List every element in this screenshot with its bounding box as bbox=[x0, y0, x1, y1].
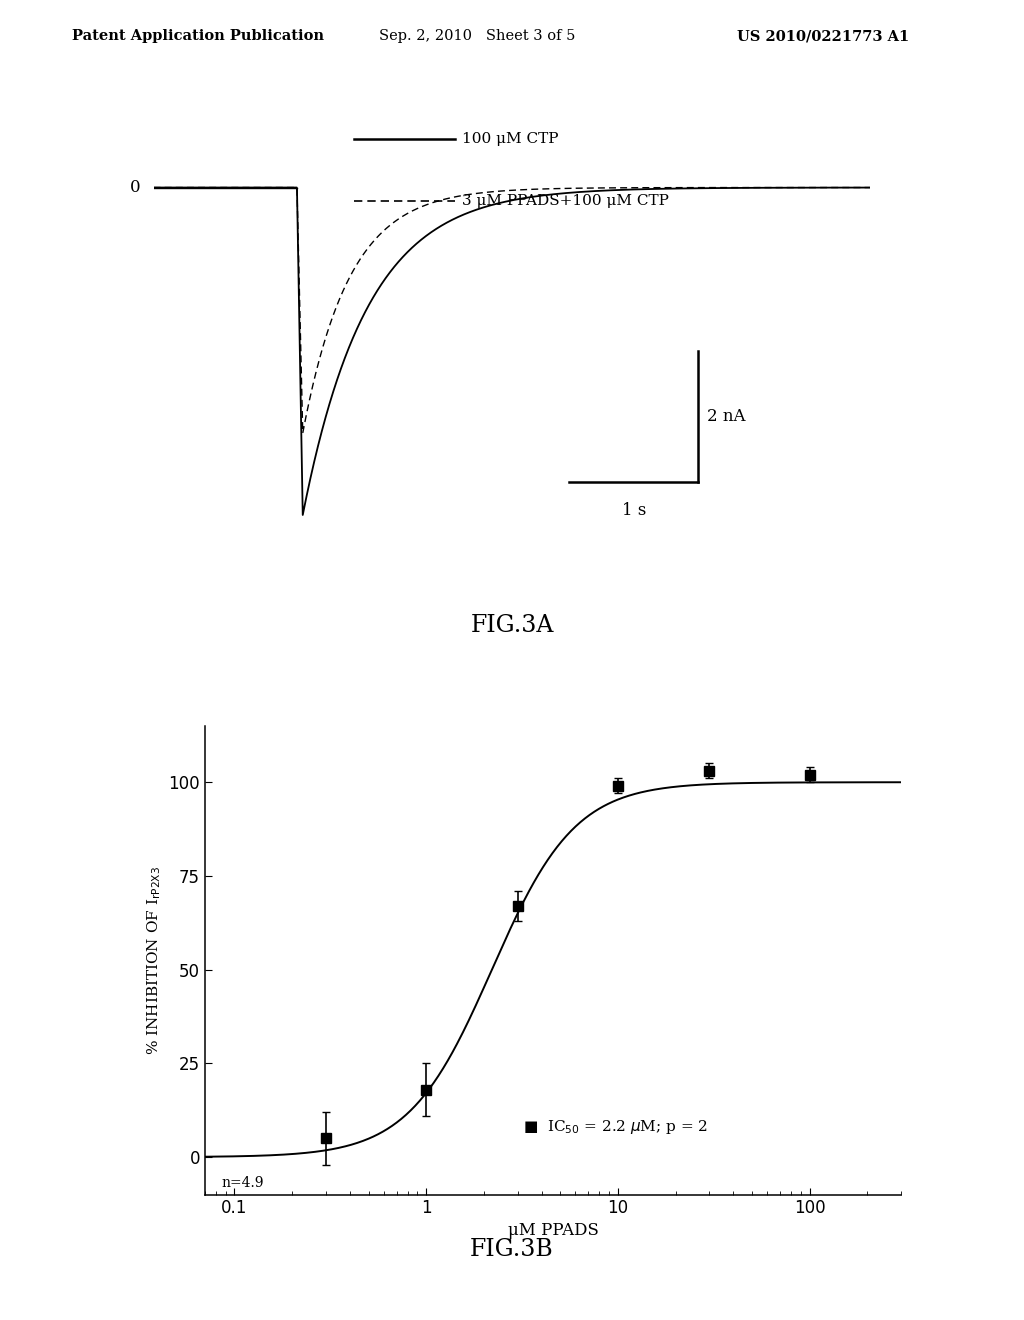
Text: n=4.9: n=4.9 bbox=[221, 1176, 263, 1191]
X-axis label: μM PPADS: μM PPADS bbox=[508, 1221, 598, 1238]
Text: Patent Application Publication: Patent Application Publication bbox=[72, 29, 324, 44]
Text: 100 μM CTP: 100 μM CTP bbox=[462, 132, 558, 147]
Text: FIG.3A: FIG.3A bbox=[470, 614, 554, 636]
Y-axis label: % INHIBITION OF I$_{\mathrm{rP2X3}}$: % INHIBITION OF I$_{\mathrm{rP2X3}}$ bbox=[145, 866, 163, 1055]
Text: Sep. 2, 2010   Sheet 3 of 5: Sep. 2, 2010 Sheet 3 of 5 bbox=[379, 29, 575, 44]
Text: $\blacksquare$  IC$_{50}$ = 2.2 $\mu$M; p = 2: $\blacksquare$ IC$_{50}$ = 2.2 $\mu$M; p… bbox=[523, 1118, 708, 1137]
Text: US 2010/0221773 A1: US 2010/0221773 A1 bbox=[737, 29, 909, 44]
Text: FIG.3B: FIG.3B bbox=[470, 1238, 554, 1261]
Text: 1 s: 1 s bbox=[622, 502, 646, 519]
Text: 0: 0 bbox=[130, 180, 140, 197]
Text: 3 μM PPADS+100 μM CTP: 3 μM PPADS+100 μM CTP bbox=[462, 194, 669, 207]
Text: 2 nA: 2 nA bbox=[707, 408, 745, 425]
